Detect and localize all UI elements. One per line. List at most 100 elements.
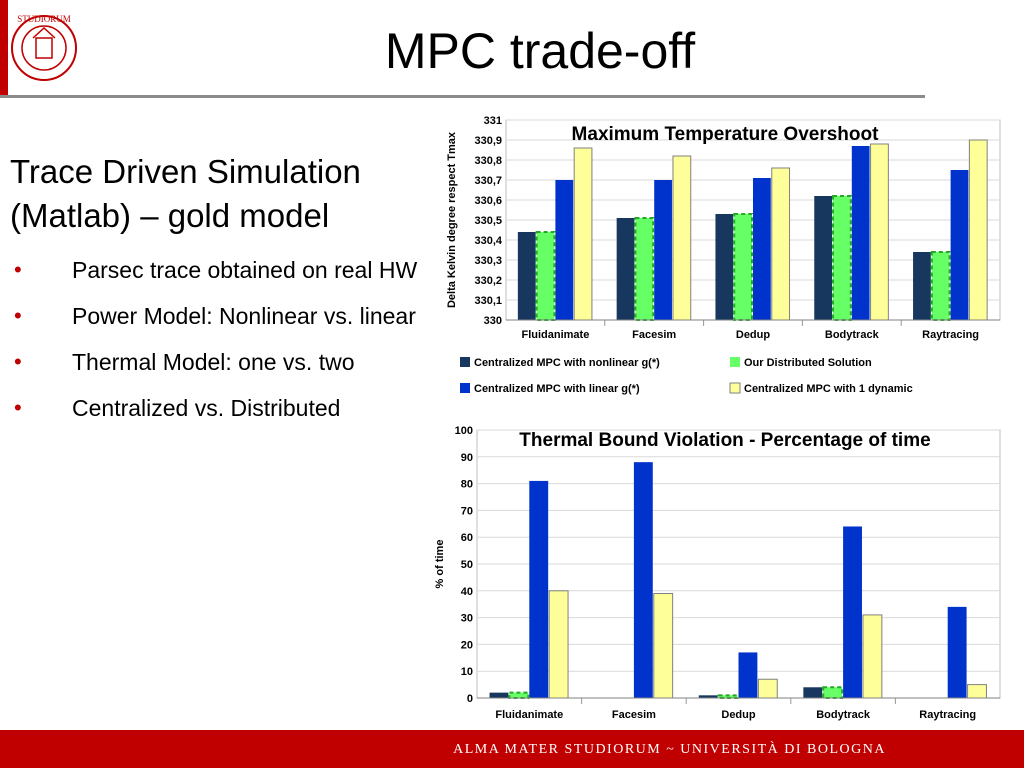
- bar: [654, 180, 672, 320]
- bullet-text: Thermal Model: one vs. two: [72, 349, 355, 375]
- section-heading: Trace Driven Simulation (Matlab) – gold …: [10, 153, 361, 234]
- x-tick-label: Dedup: [721, 709, 756, 721]
- y-tick-label: 100: [455, 425, 473, 437]
- y-tick-label: 330,4: [474, 235, 502, 247]
- y-tick-label: 50: [461, 559, 473, 571]
- footer-text: ALMA MATER STUDIORUM ~ UNIVERSITÀ DI BOL…: [453, 742, 886, 757]
- bullet-text: Centralized vs. Distributed: [72, 395, 341, 421]
- temperature-overshoot-chart: 330 330,1 330,2 330,3 330,4 330,5 330,6 330,7 33…: [446, 115, 1001, 395]
- bullet-text: Power Model: Nonlinear vs. linear: [72, 303, 416, 329]
- bar: [634, 217, 655, 321]
- y-tick-label: 330,8: [474, 155, 502, 167]
- bar: [698, 695, 718, 698]
- x-tick-label: Bodytrack: [816, 709, 871, 721]
- y-tick-label: 80: [461, 479, 473, 491]
- x-tick-label: Fluidanimate: [495, 709, 563, 721]
- y-tick-label: 70: [461, 505, 473, 517]
- bar: [862, 614, 883, 699]
- bar: [508, 691, 530, 700]
- bar: [733, 213, 753, 321]
- bullet-item: • Thermal Model: one vs. two: [10, 347, 450, 377]
- bar: [967, 684, 987, 699]
- y-tick-label: 330: [484, 315, 502, 327]
- y-tick-label: 330,7: [474, 175, 502, 187]
- y-tick-label: 330,1: [474, 295, 502, 307]
- bar: [947, 606, 967, 698]
- legend-label: Centralized MPC with 1 dynamic: [744, 383, 913, 395]
- x-tick-label: Bodytrack: [825, 329, 880, 341]
- bullet-item: • Power Model: Nonlinear vs. linear: [10, 301, 450, 331]
- bullet-dot-icon: •: [14, 303, 22, 328]
- university-seal-logo: STUDIORUM: [0, 0, 77, 95]
- chart-title: Thermal Bound Violation - Percentage of …: [519, 430, 930, 451]
- bullet-list: • Parsec trace obtained on real HW • Power…: [10, 255, 450, 439]
- bar: [870, 143, 889, 321]
- bar: [489, 692, 509, 698]
- y-tick-label: 40: [461, 586, 473, 598]
- bar: [738, 652, 758, 698]
- y-tick-label: 10: [461, 666, 473, 678]
- bar: [814, 196, 833, 320]
- legend-swatch: [729, 382, 741, 394]
- svg-text:STUDIORUM: STUDIORUM: [17, 14, 71, 24]
- bullet-dot-icon: •: [14, 395, 22, 420]
- legend-swatch: [460, 383, 470, 393]
- bar: [968, 139, 988, 321]
- bar: [573, 147, 593, 321]
- bullet-text: Parsec trace obtained on real HW: [72, 257, 418, 283]
- legend-label: Centralized MPC with linear g(*): [474, 383, 640, 395]
- bullet-item: • Parsec trace obtained on real HW: [10, 255, 450, 285]
- bar: [843, 526, 862, 698]
- y-axis-label: Delta Kelvin degree respect Tmax: [446, 131, 458, 308]
- y-tick-label: 0: [467, 693, 473, 705]
- legend-swatch: [460, 357, 470, 367]
- bar: [555, 180, 574, 320]
- bar: [822, 686, 844, 699]
- y-tick-label: 20: [461, 639, 473, 651]
- x-tick-label: Fluidanimate: [521, 329, 589, 341]
- chart-title: Maximum Temperature Overshoot: [572, 124, 880, 145]
- bar: [757, 678, 778, 699]
- x-tick-label: Facesim: [632, 329, 676, 341]
- bar: [616, 218, 635, 320]
- y-tick-label: 331: [484, 115, 502, 127]
- bullet-item: • Centralized vs. Distributed: [10, 393, 450, 423]
- bar: [672, 155, 692, 321]
- bar: [913, 252, 931, 320]
- bullet-dot-icon: •: [14, 257, 22, 282]
- y-tick-label: 330,6: [474, 195, 502, 207]
- bar: [715, 214, 734, 320]
- y-tick-label: 90: [461, 452, 473, 464]
- bar: [803, 687, 823, 698]
- bar: [535, 231, 556, 321]
- x-tick-label: Raytracing: [919, 709, 976, 721]
- x-tick-label: Raytracing: [922, 329, 979, 341]
- bar: [529, 480, 549, 698]
- bar: [753, 178, 771, 320]
- bar: [851, 146, 870, 320]
- bullet-dot-icon: •: [14, 349, 22, 374]
- y-tick-label: 330,2: [474, 275, 502, 287]
- legend-label: Our Distributed Solution: [744, 357, 872, 369]
- thermal-violation-chart: 0 10 20 30 40 50 60 70 80 90 100 Fluidanimate Facesi…: [434, 425, 1001, 721]
- bar: [653, 592, 674, 699]
- bar: [832, 195, 852, 321]
- bar: [950, 170, 969, 320]
- x-tick-label: Dedup: [736, 329, 771, 341]
- y-tick-label: 30: [461, 613, 473, 625]
- title-divider: [0, 95, 925, 98]
- bar: [930, 251, 951, 321]
- legend-label: Centralized MPC with nonlinear g(*): [474, 357, 660, 369]
- x-tick-label: Facesim: [612, 709, 656, 721]
- bar: [771, 167, 791, 321]
- y-tick-label: 60: [461, 532, 473, 544]
- legend-swatch: [730, 357, 740, 367]
- y-tick-label: 330,3: [474, 255, 502, 267]
- footer-bar: ALMA MATER STUDIORUM ~ UNIVERSITÀ DI BOL…: [0, 730, 1024, 768]
- slide-title: MPC trade-off: [384, 23, 696, 79]
- bar: [548, 590, 569, 699]
- y-tick-label: 330,5: [474, 215, 502, 227]
- bar: [517, 232, 536, 320]
- bar: [633, 462, 653, 698]
- y-axis-label: % of time: [434, 540, 446, 589]
